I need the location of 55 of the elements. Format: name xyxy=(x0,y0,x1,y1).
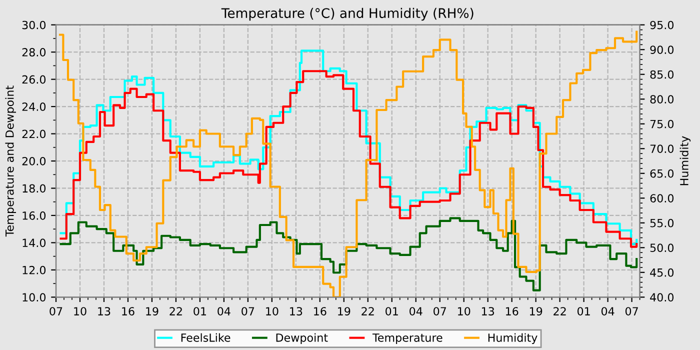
x-tick-label: 04 xyxy=(218,307,230,316)
y-tick-label: 30.0 xyxy=(22,20,46,30)
x-tick-label: 16 xyxy=(506,307,518,316)
x-tick-label: 16 xyxy=(122,307,134,316)
x-tick-label: 19 xyxy=(146,307,158,316)
x-tick-label: 13 xyxy=(290,307,302,316)
x-tick-label: 22 xyxy=(170,307,182,316)
y-tick-label: 24.0 xyxy=(22,102,46,111)
legend-label: Humidity xyxy=(488,333,538,344)
x-tick-label: 01 xyxy=(194,307,206,316)
y2-tick-label: 70.0 xyxy=(650,144,674,153)
y-tick-label: 22.0 xyxy=(22,130,46,138)
y2-axis-title: Humidity xyxy=(680,136,691,186)
y2-tick-label: 95.0 xyxy=(650,20,674,30)
y2-tick-label: 50.0 xyxy=(650,244,674,252)
chart-title: Temperature (°C) and Humidity (RH%) xyxy=(221,8,474,21)
x-tick-label: 04 xyxy=(601,307,614,316)
legend-label: Temperature xyxy=(372,334,442,344)
y-tick-label: 16.0 xyxy=(22,211,46,220)
y2-tick-label: 55.0 xyxy=(650,218,674,228)
y-tick-label: 10.0 xyxy=(22,293,46,302)
x-tick-label: 10 xyxy=(458,307,470,316)
y2-tick-label: 40.0 xyxy=(650,293,674,302)
x-tick-label: 13 xyxy=(98,307,110,316)
x-tick-label: 10 xyxy=(266,307,278,316)
x-tick-label: 07 xyxy=(50,307,62,316)
y2-tick-label: 80.0 xyxy=(650,95,674,104)
x-tick-label: 07 xyxy=(625,307,638,316)
y-tick-label: 18.0 xyxy=(22,184,46,193)
x-tick-label: 01 xyxy=(577,307,590,316)
y-tick-label: 28.0 xyxy=(22,48,46,56)
x-tick-label: 04 xyxy=(410,307,422,316)
x-tick-label: 07 xyxy=(242,307,254,316)
y-tick-label: 14.0 xyxy=(22,238,46,248)
y2-tick-label: 65.0 xyxy=(650,169,674,178)
y2-tick-label: 85.0 xyxy=(650,70,674,79)
x-tick-label: 07 xyxy=(434,307,446,316)
x-tick-label: 16 xyxy=(314,307,326,316)
y-tick-label: 26.0 xyxy=(22,75,46,84)
y2-tick-label: 45.0 xyxy=(650,268,674,277)
x-tick-label: 13 xyxy=(482,307,494,316)
y-tick-label: 20.0 xyxy=(22,156,46,166)
x-tick-label: 19 xyxy=(530,307,542,316)
y2-tick-label: 90.0 xyxy=(650,46,674,54)
legend-label: FeelsLike xyxy=(181,333,230,342)
x-tick-label: 01 xyxy=(386,307,398,316)
x-tick-label: 22 xyxy=(554,307,566,316)
y2-tick-label: 60.0 xyxy=(650,194,674,203)
x-tick-label: 19 xyxy=(338,307,350,316)
x-tick-label: 22 xyxy=(362,307,374,316)
x-tick-label: 10 xyxy=(74,307,86,316)
legend-label: Dewpoint xyxy=(276,333,328,344)
y-tick-label: 12.0 xyxy=(22,266,46,274)
y-axis-title: Temperature and Dewpoint xyxy=(5,86,16,237)
y2-tick-label: 75.0 xyxy=(650,120,674,128)
